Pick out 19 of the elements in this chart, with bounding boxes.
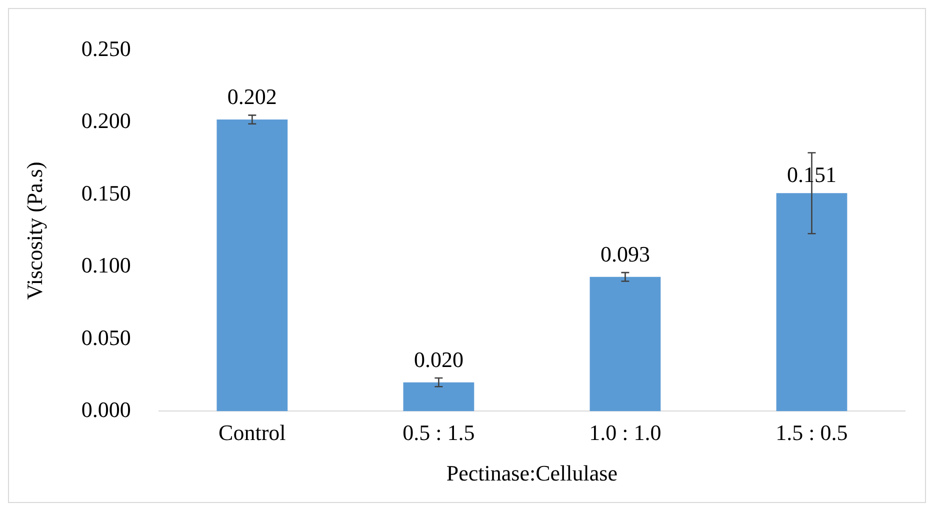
- y-axis-title: Viscosity (Pa.s): [22, 162, 47, 300]
- x-axis-title: Pectinase:Cellulase: [446, 460, 618, 486]
- x-tick-label: Control: [218, 420, 286, 446]
- y-tick-label: 0.050: [81, 324, 131, 350]
- y-tick-label: 0.200: [81, 108, 131, 134]
- bar: [590, 276, 661, 412]
- bar: [216, 120, 288, 412]
- y-tick-label: 0.000: [81, 396, 131, 422]
- data-label: 0.020: [414, 346, 464, 372]
- y-tick-label: 0.150: [81, 180, 131, 206]
- x-tick-label: 1.5 : 0.5: [776, 420, 848, 446]
- y-tick-label: 0.100: [81, 252, 131, 278]
- x-tick-label: 1.0 : 1.0: [589, 420, 662, 446]
- y-tick-label: 0.250: [81, 36, 131, 61]
- bar: [776, 193, 848, 412]
- x-tick-label: 0.5 : 1.5: [402, 420, 475, 446]
- data-label: 0.093: [600, 241, 650, 266]
- bar: [403, 382, 474, 412]
- data-label: 0.202: [227, 84, 277, 109]
